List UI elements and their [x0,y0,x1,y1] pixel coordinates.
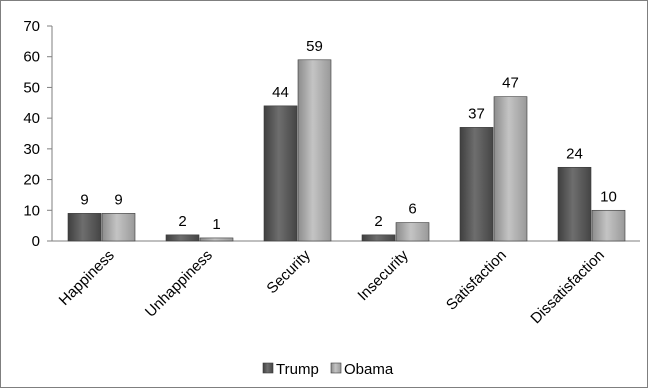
category-label: Happiness [56,247,118,309]
bar-obama-satisfaction [493,96,528,242]
y-tick-label: 40 [23,110,40,127]
y-tick-label: 60 [23,49,40,66]
y-tick-label: 0 [32,233,40,250]
bar-trump-satisfaction [459,127,494,242]
data-label: 37 [468,105,485,122]
data-label: 24 [566,145,583,162]
bar-trump-insecurity [361,234,396,242]
data-label: 1 [212,216,220,233]
legend-label-obama: Obama [344,361,394,378]
data-label: 47 [502,75,519,92]
y-tick-label: 30 [23,141,40,158]
data-label: 2 [178,213,186,230]
bar-trump-dissatisfaction [557,166,592,242]
y-tick-label: 20 [23,172,40,189]
bar-obama-security [297,59,332,242]
category-labels: Happiness Unhappiness Security Insecurity Sa… [56,246,608,327]
bar-trump-happiness [67,213,102,242]
bar-trump-unhappiness [165,234,200,242]
bar-obama-unhappiness [199,237,234,242]
data-label: 59 [306,38,323,55]
y-tick-label: 10 [23,202,40,219]
y-axis: 0 10 20 30 40 50 60 70 [23,18,53,250]
y-tick-label: 50 [23,79,40,96]
category-label: Unhappiness [142,247,216,321]
y-tick-label: 70 [23,18,40,35]
bars [67,59,626,242]
data-label: 6 [408,201,416,218]
category-label: Dissatisfaction [527,247,607,327]
legend-swatch-trump [262,362,274,374]
legend: Trump Obama [262,361,394,378]
data-label: 9 [80,191,88,208]
data-label: 9 [114,191,122,208]
legend-label-trump: Trump [276,361,319,378]
bar-obama-insecurity [395,222,430,242]
data-label: 44 [272,84,289,101]
data-labels: 9 9 2 1 44 59 2 6 37 47 24 10 [80,38,617,233]
bar-trump-security [263,105,298,242]
category-label: Insecurity [354,246,412,304]
data-label: 2 [374,213,382,230]
legend-swatch-obama [330,362,342,374]
category-label: Security [263,246,314,297]
data-label: 10 [600,188,617,205]
category-label: Satisfaction [443,247,510,314]
bar-obama-dissatisfaction [591,209,626,242]
bar-obama-happiness [101,213,136,242]
